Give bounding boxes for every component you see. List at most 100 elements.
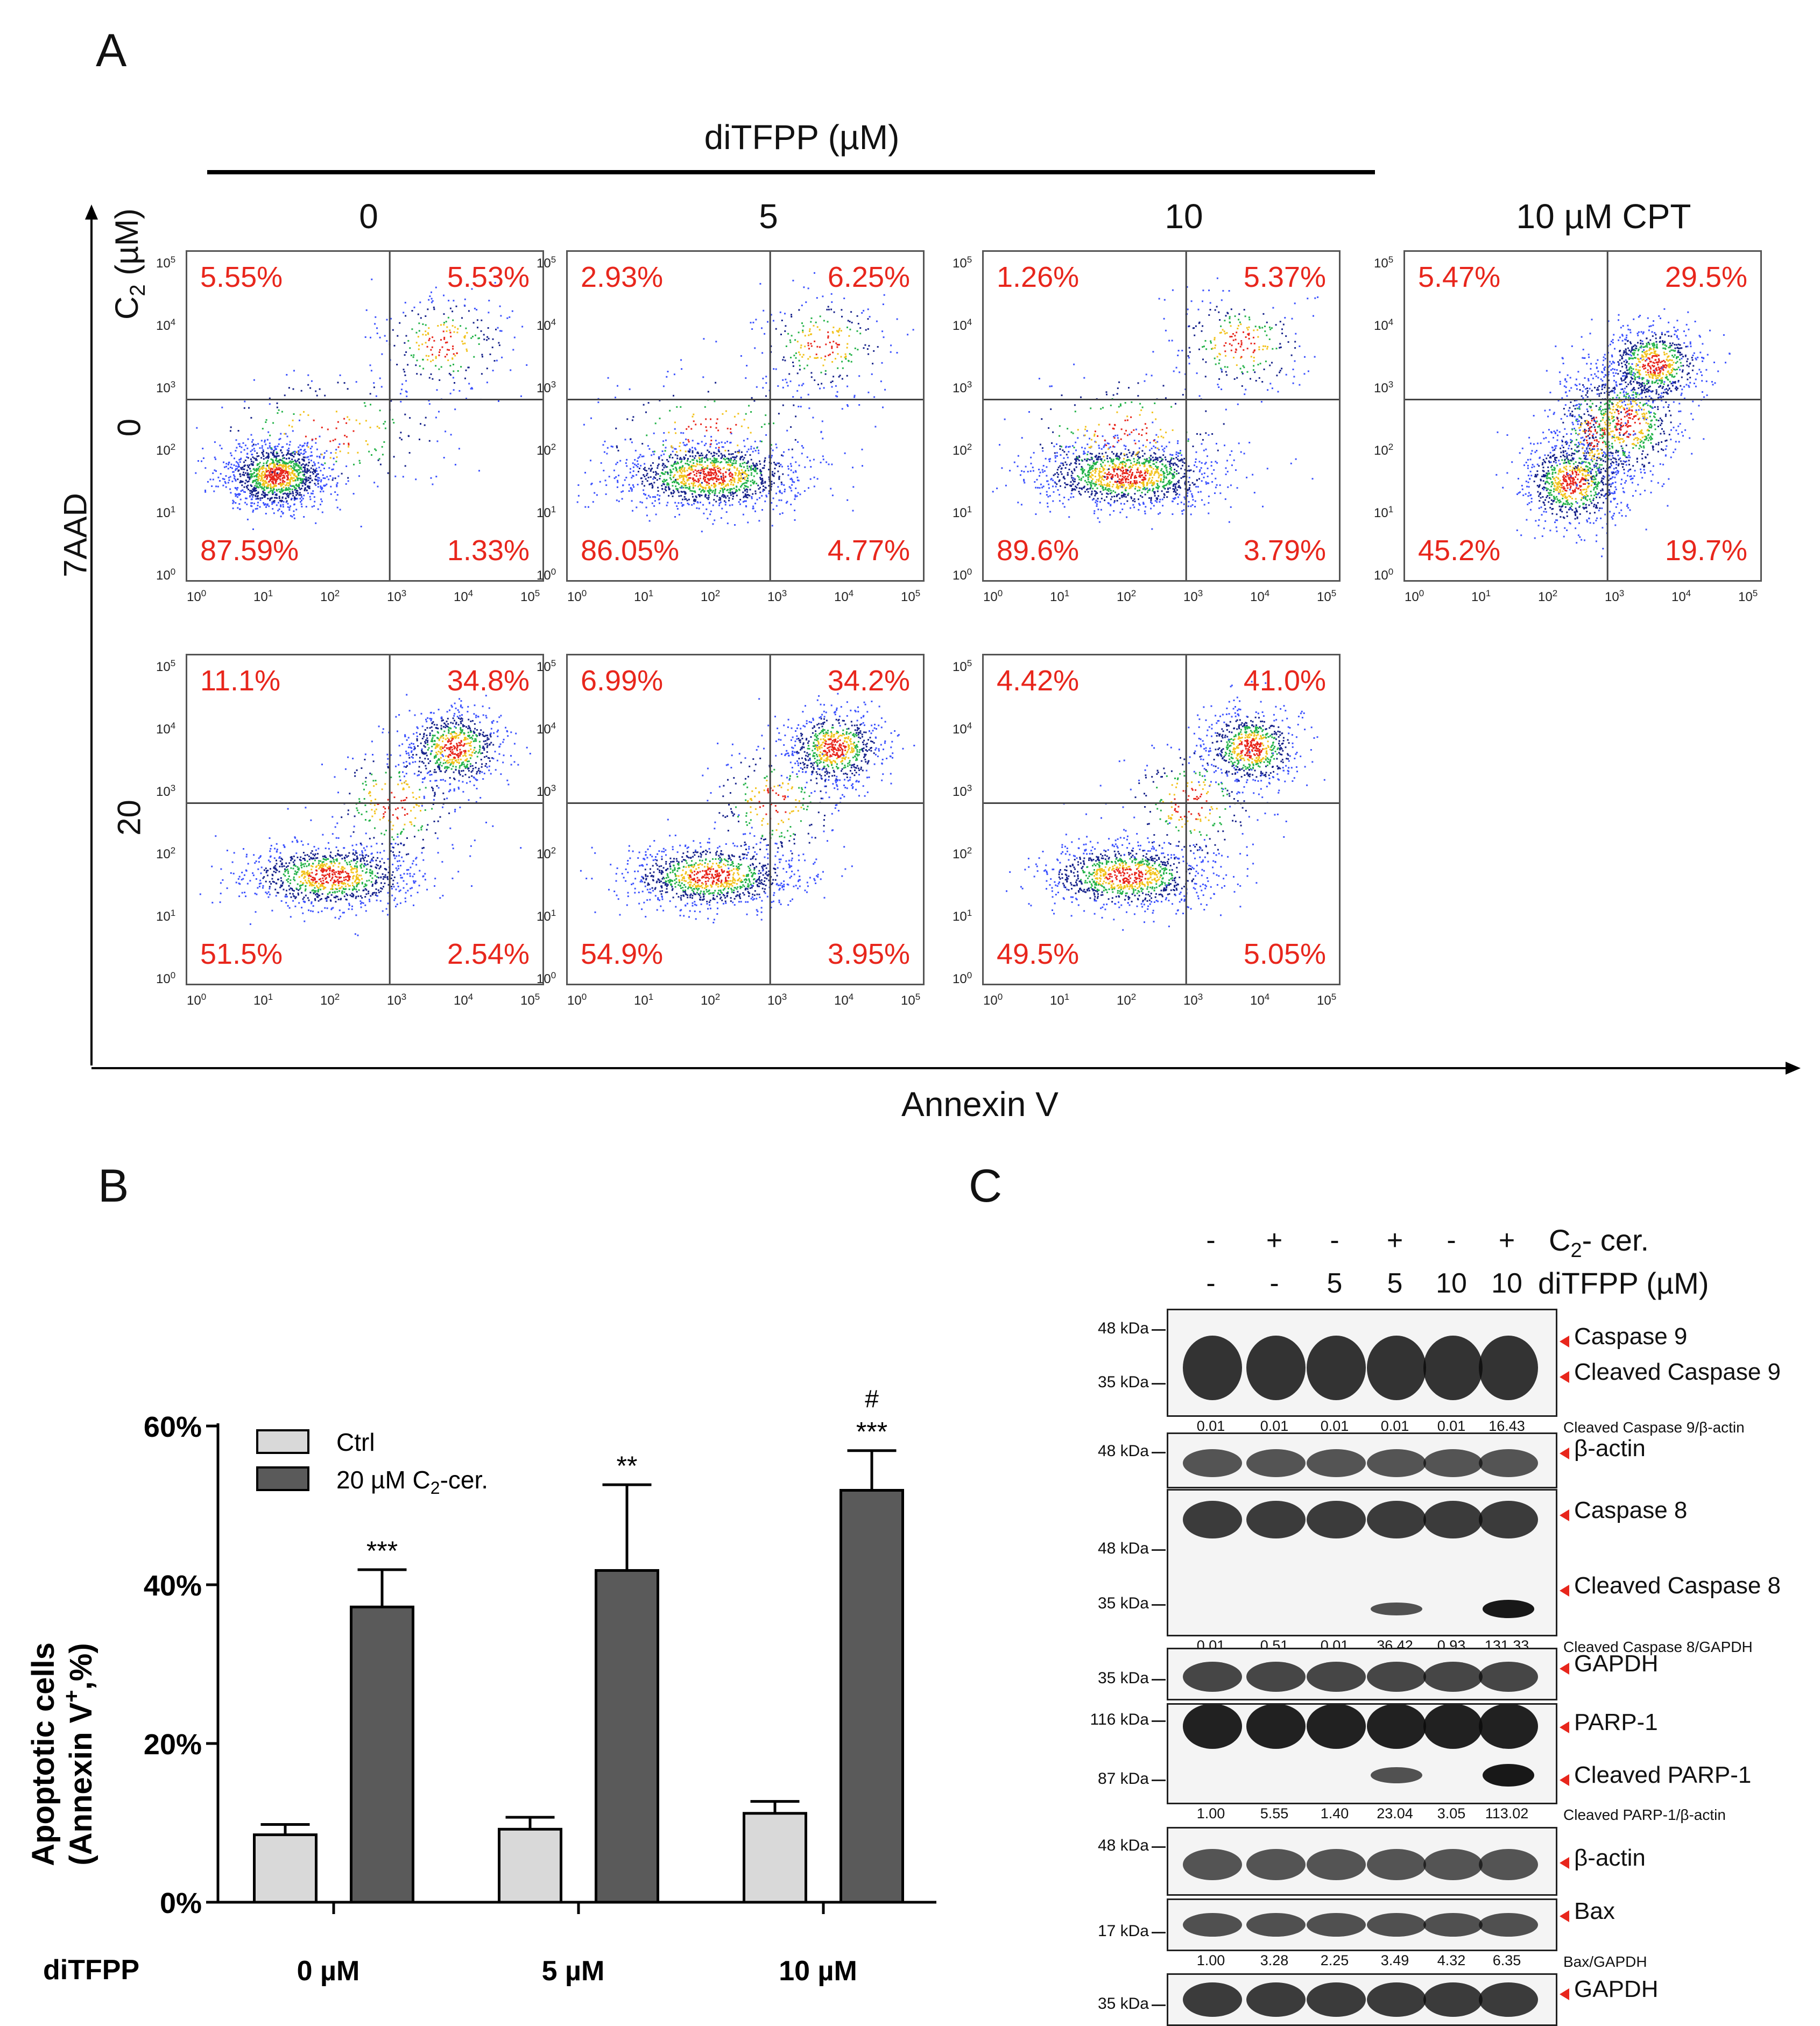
blot-band — [1246, 1913, 1306, 1937]
y-tick-label: 105 — [537, 255, 556, 271]
quadrant-percent-ul: 11.1% — [200, 666, 280, 695]
quadrant-percent-ur: 5.53% — [447, 263, 530, 292]
blot-label: Cleaved PARP-1 — [1574, 1762, 1751, 1789]
blot-band — [1423, 1336, 1483, 1400]
y-tick-label: 103 — [156, 379, 175, 396]
quant-value: 1.00 — [1179, 1805, 1243, 1822]
kda-marker: 116 kDa — [1068, 1711, 1149, 1729]
legend-label-ctrl: Ctrl — [336, 1428, 375, 1456]
blot-band — [1479, 1704, 1538, 1749]
x-tick-label: 100 — [187, 992, 206, 1008]
blot-band — [1307, 1336, 1366, 1400]
y-tick-label: 101 — [156, 504, 175, 521]
x-tick-label: 102 — [1117, 588, 1136, 605]
quant-label: Bax/GAPDH — [1563, 1953, 1647, 1971]
blot-band — [1307, 1849, 1366, 1880]
flow-plot-dots — [568, 252, 923, 580]
quant-value: 6.35 — [1475, 1952, 1539, 1969]
blot-band — [1307, 1501, 1366, 1538]
legend-label-c2cer: 20 µM C2-cer. — [336, 1466, 488, 1498]
bar-c2cer — [596, 1570, 658, 1902]
blot-band — [1307, 1982, 1366, 2017]
quant-value: 3.49 — [1363, 1952, 1427, 1969]
panel-a-y-axis-arrow — [81, 204, 102, 1071]
kda-marker: 35 kDa — [1068, 1373, 1149, 1392]
blot-band — [1367, 1449, 1426, 1477]
blot-label: Caspase 9 — [1574, 1323, 1687, 1350]
quadrant-percent-ll: 86.05% — [581, 536, 679, 565]
bar-y-tick-label: 60% — [144, 1411, 202, 1443]
x-tick-label: 101 — [1050, 992, 1069, 1008]
x-tick-label: 101 — [1050, 588, 1069, 605]
y-tick-label: 102 — [156, 845, 175, 862]
blot-band — [1479, 1501, 1538, 1538]
blot-label: GAPDH — [1574, 1976, 1658, 2003]
quadrant-percent-ll: 87.59% — [200, 536, 299, 565]
blot-bax — [1167, 1898, 1557, 1951]
blot-band — [1183, 1662, 1242, 1692]
blot-band — [1183, 1501, 1242, 1538]
y-tick-label: 102 — [156, 442, 175, 458]
col-header-10: 10 — [1076, 196, 1292, 236]
cleaved-band — [1371, 1767, 1422, 1783]
blot-band — [1183, 1449, 1242, 1477]
blot-band — [1479, 1336, 1538, 1400]
quant-label: Cleaved PARP-1/β-actin — [1563, 1806, 1726, 1824]
blot-band — [1367, 1849, 1426, 1880]
blot-label: Caspase 8 — [1574, 1497, 1687, 1524]
kda-tick — [1152, 1604, 1166, 1606]
y-tick-label: 104 — [1374, 317, 1393, 334]
quadrant-percent-ul: 1.26% — [997, 263, 1079, 292]
red-arrow-marker — [1560, 1857, 1569, 1869]
quant-value: 3.28 — [1242, 1952, 1307, 1969]
quadrant-percent-lr: 1.33% — [447, 536, 530, 565]
kda-marker: 48 kDa — [1068, 1837, 1149, 1855]
y-tick-label: 103 — [1374, 379, 1393, 396]
x-tick-label: 105 — [520, 588, 540, 605]
lane-ditfpp-value: 10 — [1485, 1267, 1528, 1300]
blot-band — [1479, 1982, 1538, 2017]
y-tick-label: 100 — [537, 567, 556, 583]
y-tick-label: 103 — [537, 379, 556, 396]
x-tick-label: 101 — [253, 588, 273, 605]
flow-plot-r0c0: 5.55% 5.53% 87.59% 1.33% — [186, 250, 544, 582]
panel-c-letter: C — [969, 1160, 1002, 1213]
x-tick-label: 104 — [834, 588, 853, 605]
col-header-5: 5 — [661, 196, 876, 236]
quant-value: 2.25 — [1302, 1952, 1367, 1969]
red-arrow-marker — [1560, 1509, 1569, 1521]
blot-band — [1183, 1336, 1242, 1400]
row-label-0: 0 — [111, 401, 148, 455]
quadrant-percent-ll: 89.6% — [997, 536, 1079, 565]
y-tick-label: 104 — [156, 317, 175, 334]
panel-a-letter: A — [96, 24, 126, 77]
y-tick-label: 104 — [156, 721, 175, 737]
blot-band — [1367, 1336, 1426, 1400]
lane-c2-symbol: + — [1485, 1224, 1528, 1256]
lane-c2-symbol: + — [1373, 1224, 1416, 1256]
flow-plot-r0c1: 2.93%6.25%86.05%4.77% — [566, 250, 925, 582]
kda-tick — [1152, 1679, 1166, 1681]
x-tick-label: 102 — [701, 992, 720, 1008]
x-tick-label: 102 — [1538, 588, 1557, 605]
quadrant-percent-ul: 5.55% — [200, 263, 283, 292]
x-tick-label: 101 — [634, 588, 653, 605]
y-tick-label: 103 — [156, 783, 175, 800]
flow-plot-r1c0: 11.1%34.8%51.5%2.54% — [186, 654, 544, 985]
x-tick-label: 103 — [1183, 588, 1203, 605]
blot-band — [1423, 1982, 1483, 2017]
quant-value: 23.04 — [1363, 1805, 1427, 1822]
blot-label: Cleaved Caspase 8 — [1574, 1572, 1781, 1599]
quadrant-percent-ll: 45.2% — [1418, 536, 1500, 565]
panel-a-group-title: diTFPP (µM) — [587, 117, 1017, 157]
blot-band — [1307, 1449, 1366, 1477]
x-tick-label: 102 — [1117, 992, 1136, 1008]
lane-ditfpp-value: 10 — [1430, 1267, 1473, 1300]
x-tick-label: 100 — [567, 588, 587, 605]
y-tick-label: 102 — [953, 845, 972, 862]
flow-plot-dots — [187, 252, 542, 580]
blot-band — [1183, 1849, 1242, 1880]
x-tick-label: 100 — [983, 588, 1003, 605]
y-tick-label: 101 — [156, 908, 175, 924]
blot-gapdh — [1167, 1973, 1557, 2026]
